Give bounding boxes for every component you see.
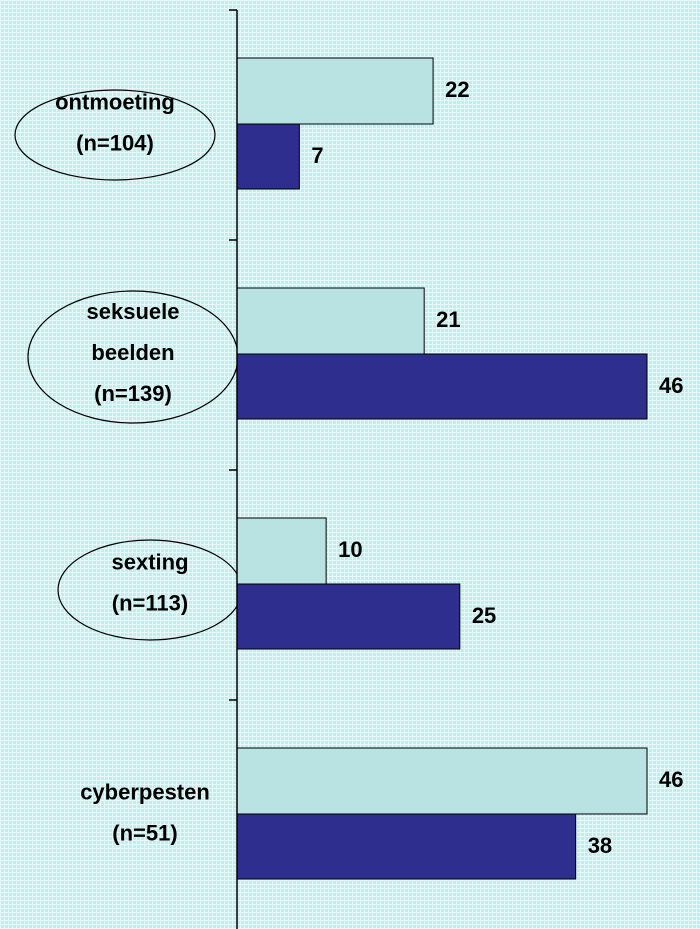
- data-label: 25: [472, 603, 496, 628]
- category-label: (n=139): [94, 381, 172, 406]
- bar: [236, 517, 327, 585]
- bar: [236, 353, 648, 420]
- category-label: (n=51): [112, 820, 177, 845]
- data-label: 38: [588, 833, 612, 858]
- data-label: 10: [338, 537, 362, 562]
- category-label: sexting: [111, 549, 188, 574]
- data-label: 21: [436, 307, 460, 332]
- bar: [236, 287, 425, 355]
- bar: [236, 583, 461, 650]
- category-label: (n=104): [76, 130, 154, 155]
- bar: [236, 747, 648, 815]
- bar: [236, 57, 434, 125]
- category-label: beelden: [91, 340, 174, 365]
- bar: [236, 813, 577, 880]
- category-label: seksuele: [87, 299, 180, 324]
- data-label: 46: [659, 767, 683, 792]
- category-label: ontmoeting: [55, 89, 175, 114]
- bar: [236, 123, 300, 190]
- highlight-ellipse: [14, 89, 216, 181]
- data-label: 22: [445, 77, 469, 102]
- category-label: (n=113): [112, 590, 188, 615]
- category-label: cyberpesten: [80, 779, 210, 804]
- data-label: 46: [659, 373, 683, 398]
- data-label: 7: [311, 143, 323, 168]
